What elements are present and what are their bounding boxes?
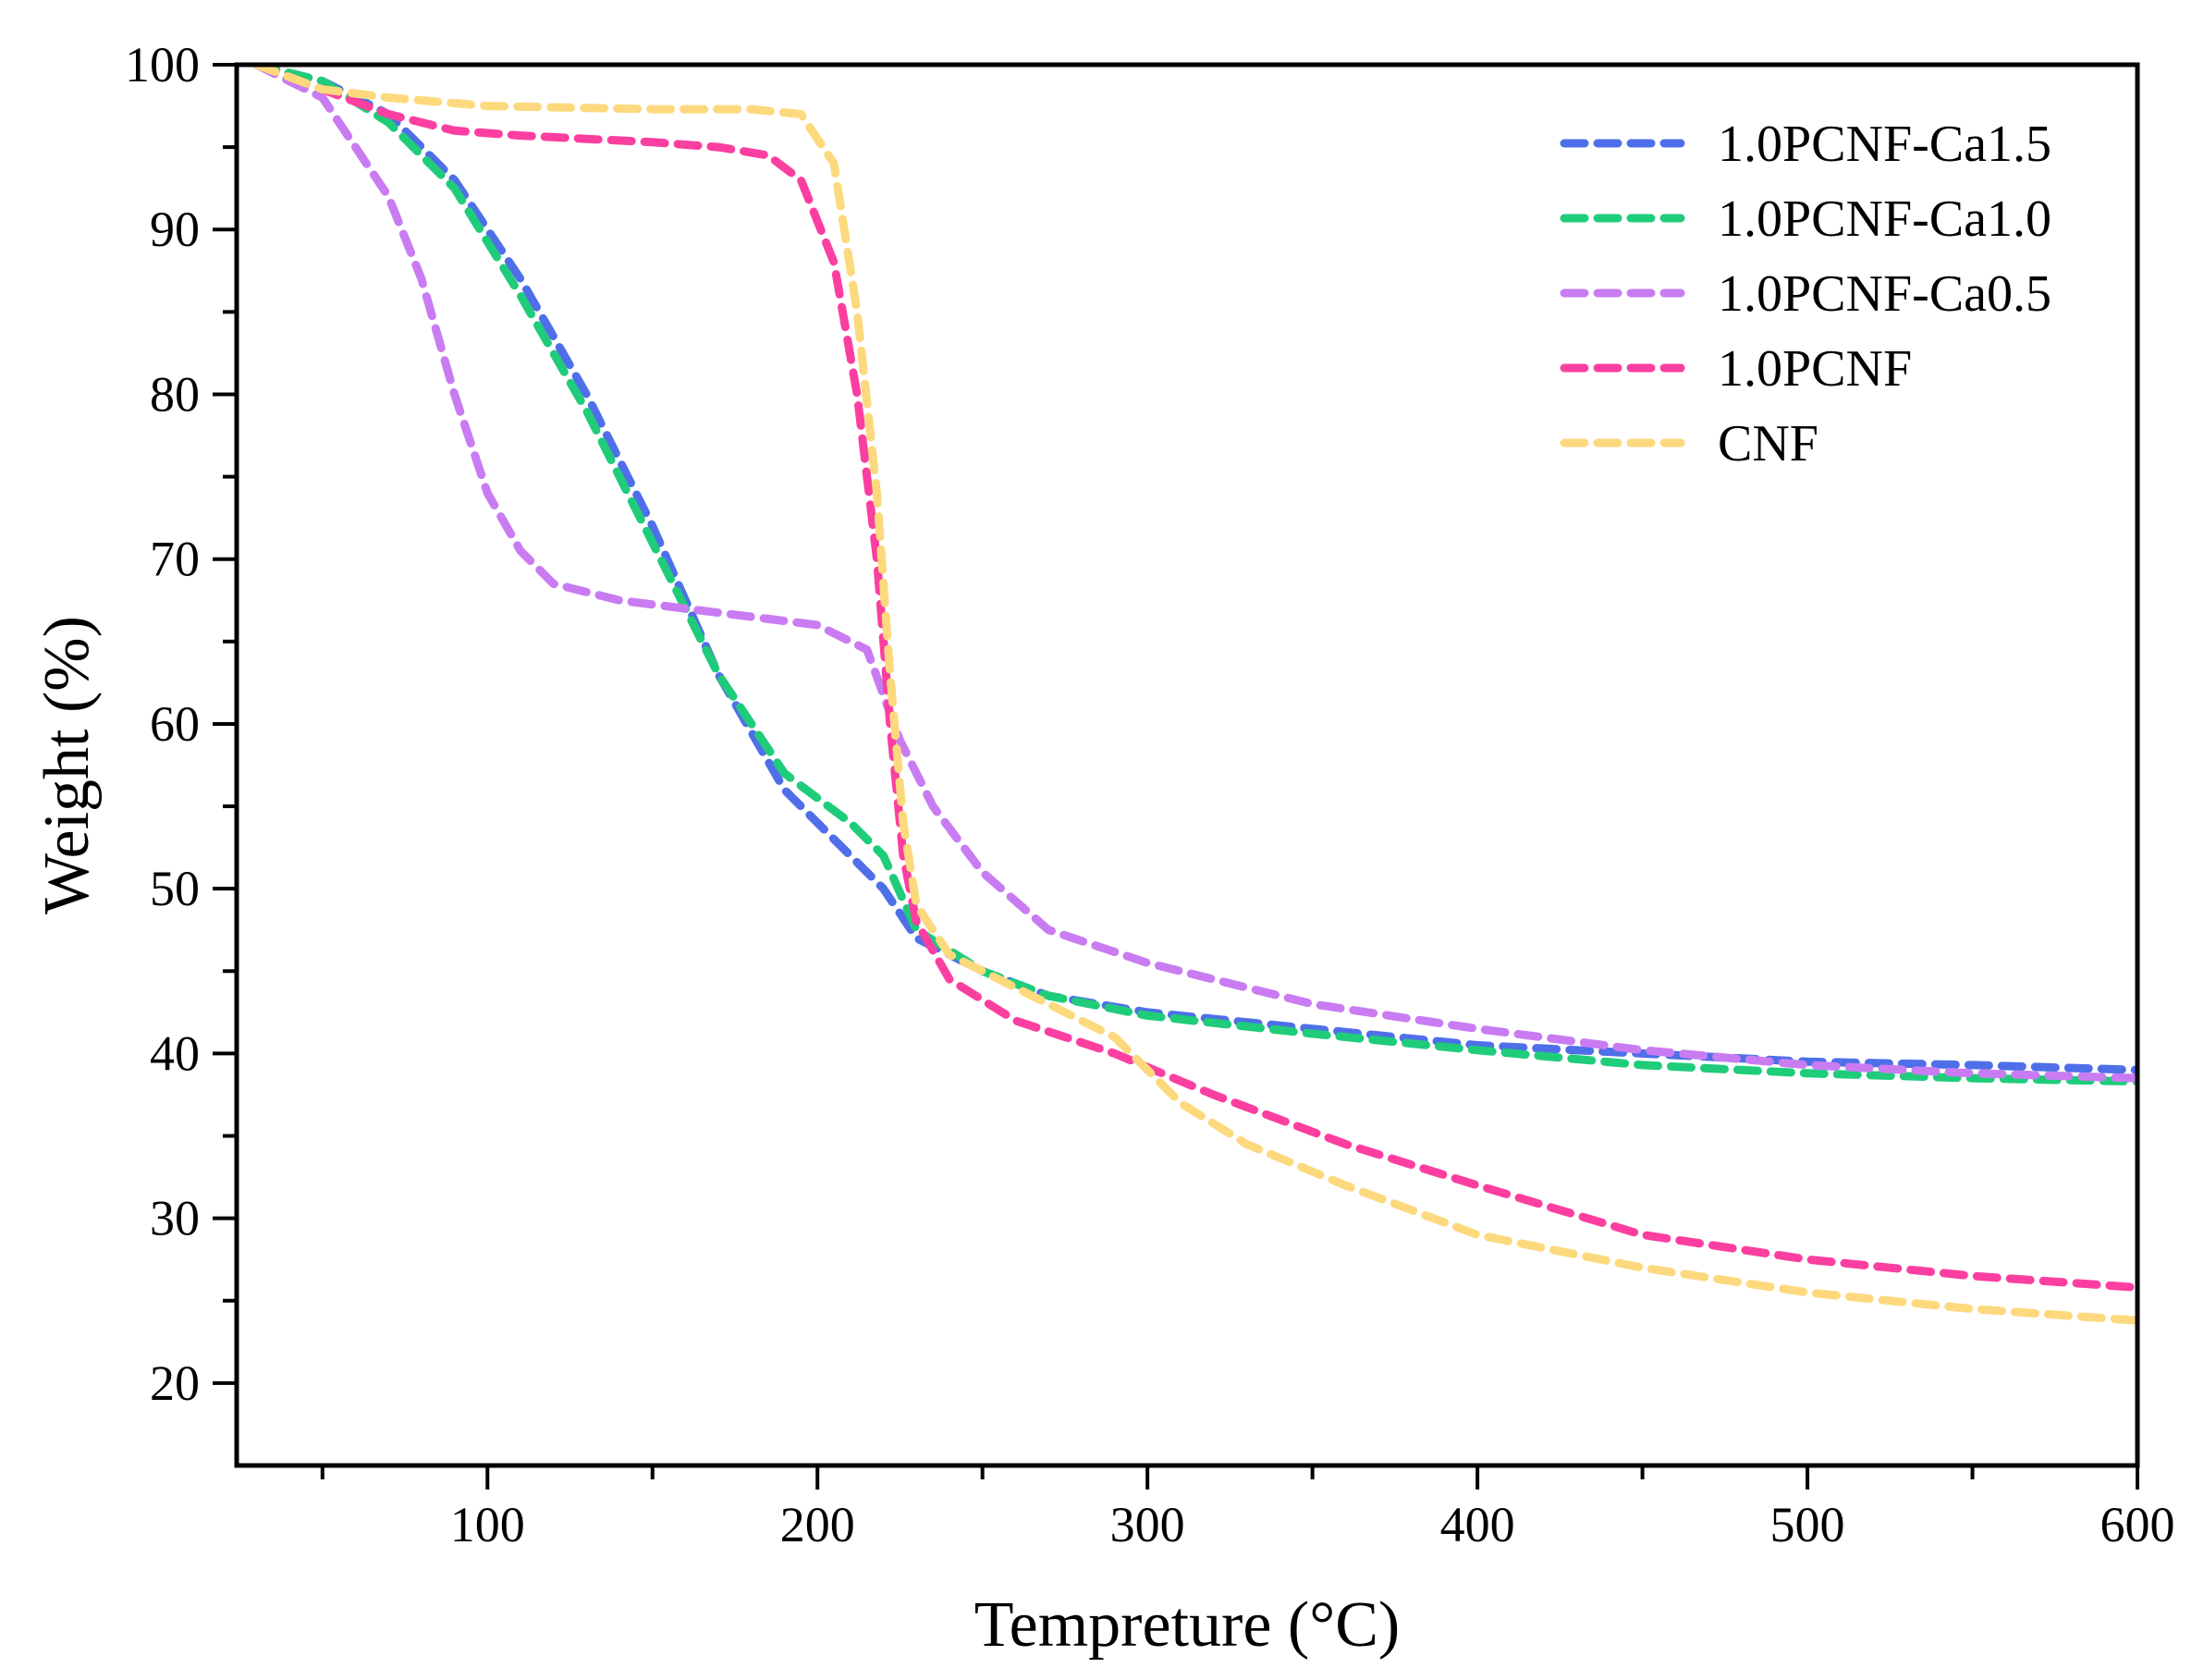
- legend-label: CNF: [1718, 415, 1818, 472]
- y-tick-label: 50: [150, 861, 200, 916]
- series-line-1.0PCNF-Ca1.5: [251, 65, 2137, 1074]
- series-lines: [251, 65, 2137, 1325]
- x-axis-title: Tempreture (°C): [974, 1589, 1400, 1661]
- x-tick-label: 500: [1770, 1497, 1845, 1552]
- legend: 1.0PCNF-Ca1.5 1.0PCNF-Ca1.0 1.0PCNF-Ca0.5 1…: [1560, 116, 2051, 472]
- y-axis-title: Weight (%): [31, 616, 103, 914]
- x-tick-label: 100: [450, 1497, 525, 1552]
- x-tick-label: 400: [1440, 1497, 1515, 1552]
- series-line-CNF: [251, 65, 2137, 1325]
- y-axis-ticks: 20 30 40 50 60 70 80 90 100: [125, 37, 237, 1411]
- series-line-1.0PCNF-Ca0.5: [251, 65, 2137, 1083]
- legend-label: 1.0PCNF-Ca1.5: [1718, 116, 2051, 173]
- legend-label: 1.0PCNF-Ca0.5: [1718, 265, 2051, 323]
- legend-label: 1.0PCNF: [1718, 340, 1912, 398]
- x-tick-label: 300: [1110, 1497, 1185, 1552]
- y-tick-label: 20: [150, 1355, 200, 1411]
- y-tick-label: 100: [125, 37, 200, 92]
- x-tick-label: 200: [780, 1497, 855, 1552]
- y-tick-label: 40: [150, 1025, 200, 1081]
- y-tick-label: 90: [150, 202, 200, 257]
- y-tick-label: 80: [150, 366, 200, 422]
- series-line-1.0PCNF-Ca1.0: [251, 65, 2137, 1086]
- plot-area-frame: [234, 62, 2140, 1468]
- x-axis-ticks: 100 200 300 400 500 600: [320, 1465, 2175, 1552]
- y-tick-label: 60: [150, 696, 200, 752]
- series-line-1.0PCNF: [251, 65, 2137, 1292]
- legend-label: 1.0PCNF-Ca1.0: [1718, 190, 2051, 248]
- y-tick-label: 70: [150, 532, 200, 587]
- x-tick-label: 600: [2100, 1497, 2175, 1552]
- y-tick-label: 30: [150, 1191, 200, 1246]
